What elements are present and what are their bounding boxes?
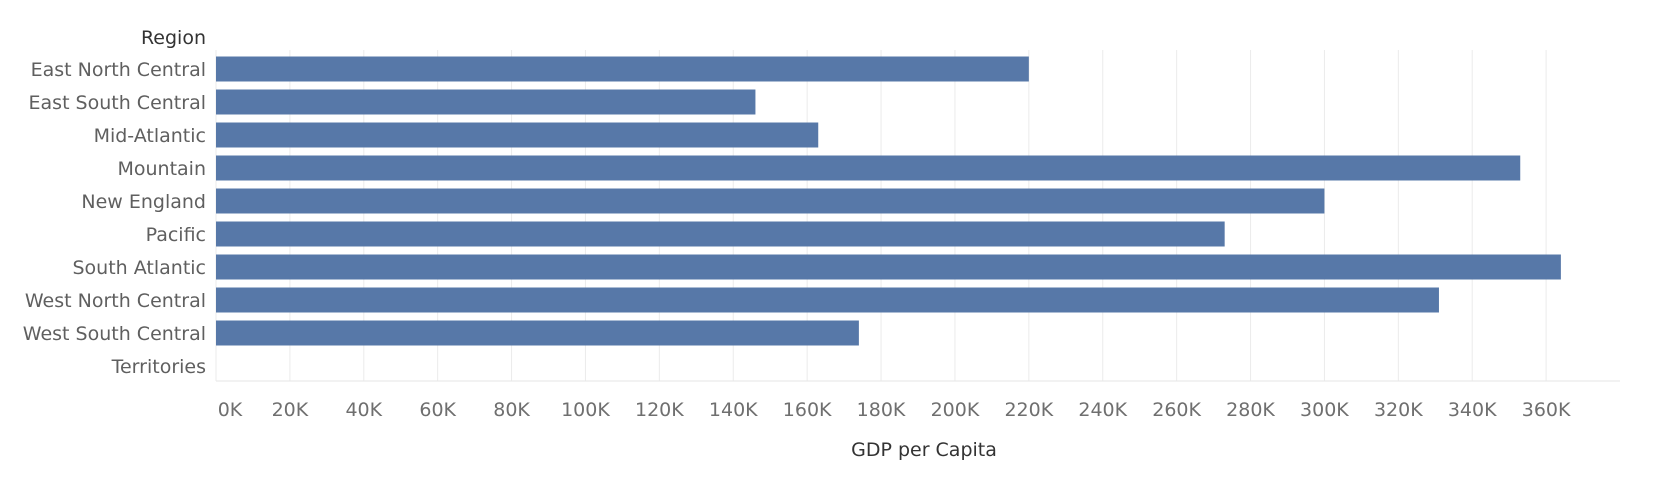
bar[interactable]	[216, 320, 859, 346]
x-tick-label: 300K	[1300, 399, 1349, 421]
x-tick-label: 240K	[1078, 399, 1127, 421]
x-tick-label: 200K	[931, 399, 980, 421]
category-label: Territories	[111, 356, 206, 378]
x-tick-label: 60K	[419, 399, 456, 421]
bar[interactable]	[216, 254, 1561, 280]
x-tick-label: 220K	[1004, 399, 1053, 421]
bar[interactable]	[216, 221, 1225, 247]
category-labels: East North Central East South Central Mid-…	[23, 59, 206, 378]
x-tick-label: 180K	[857, 399, 906, 421]
x-tick-labels: 0K 20K 40K 60K 80K 100K 120K 140K 160K 180K 200K 22…	[218, 399, 1571, 421]
category-label: Pacific	[146, 224, 206, 246]
x-axis-title: GDP per Capita	[851, 439, 997, 461]
category-label: Mountain	[117, 158, 206, 180]
x-tick-label: 20K	[272, 399, 309, 421]
category-label: South Atlantic	[72, 257, 206, 279]
x-tick-label: 340K	[1448, 399, 1497, 421]
x-tick-label: 0K	[218, 399, 243, 421]
bar[interactable]	[216, 188, 1325, 214]
x-tick-label: 360K	[1522, 399, 1571, 421]
category-label: West North Central	[25, 290, 206, 312]
bar[interactable]	[216, 56, 1029, 82]
x-tick-label: 280K	[1226, 399, 1275, 421]
category-label: East North Central	[31, 59, 206, 81]
x-tick-label: 80K	[493, 399, 530, 421]
category-label: New England	[81, 191, 206, 213]
bar[interactable]	[216, 89, 756, 115]
x-tick-label: 160K	[783, 399, 832, 421]
x-tick-label: 260K	[1152, 399, 1201, 421]
bar[interactable]	[216, 122, 819, 148]
bar[interactable]	[216, 155, 1521, 181]
x-tick-label: 140K	[709, 399, 758, 421]
category-label: East South Central	[29, 92, 206, 114]
x-tick-label: 320K	[1374, 399, 1423, 421]
category-label: West South Central	[23, 323, 206, 345]
x-tick-label: 120K	[635, 399, 684, 421]
category-label: Mid-Atlantic	[94, 125, 206, 147]
row-header-label: Region	[141, 27, 206, 49]
x-tick-label: 40K	[345, 399, 382, 421]
bars	[216, 56, 1561, 346]
bar[interactable]	[216, 287, 1439, 313]
x-tick-label: 100K	[561, 399, 610, 421]
